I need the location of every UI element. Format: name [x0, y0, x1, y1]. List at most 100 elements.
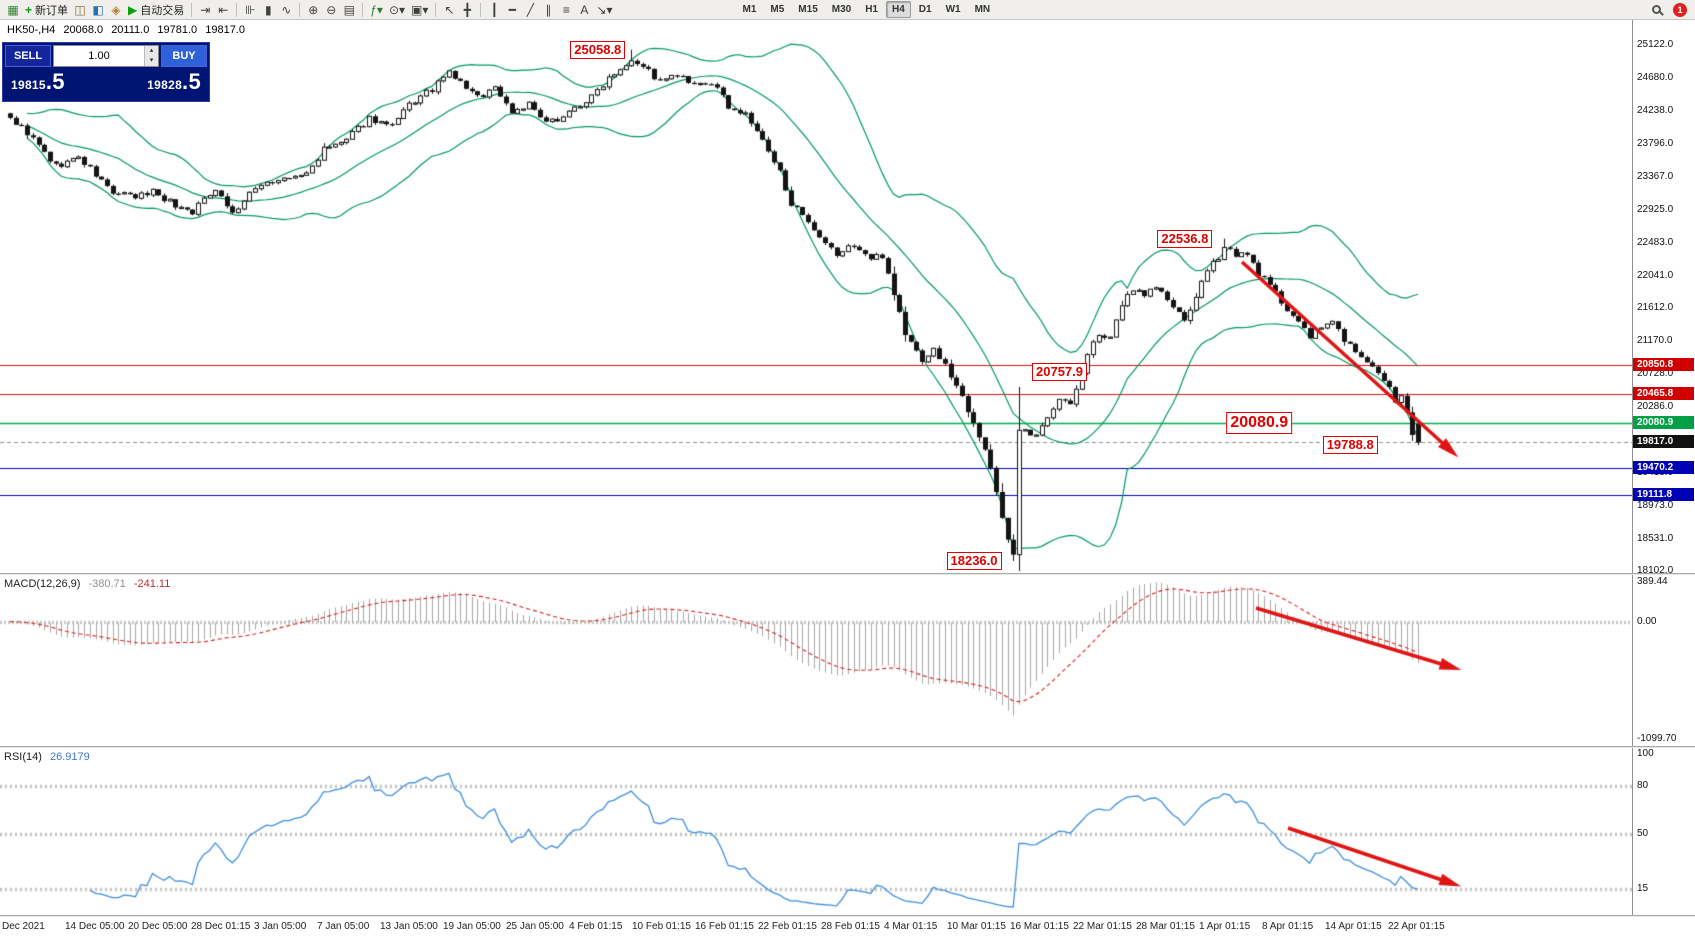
time-label: 14 Dec 05:00: [65, 921, 125, 932]
text-icon-glyph: A: [580, 2, 589, 17]
notification-badge[interactable]: 1: [1673, 2, 1687, 17]
timeframe-m30[interactable]: M30: [831, 4, 852, 15]
timeframe-mn[interactable]: MN: [974, 4, 991, 15]
magnifier-glyph: [1651, 5, 1661, 14]
price-annotation[interactable]: 18236.0: [946, 551, 1002, 570]
periods-button[interactable]: ⊙▾: [386, 1, 408, 19]
time-label: 19 Jan 05:00: [443, 921, 501, 932]
timeframe-w1[interactable]: W1: [945, 4, 961, 15]
timeframe-h1[interactable]: H1: [865, 4, 878, 15]
cursor-icon[interactable]: ↖: [440, 1, 458, 19]
axis-separator: [1632, 20, 1633, 916]
price-tick-label: 23796.0: [1637, 138, 1674, 150]
bar-chart-mode-icon[interactable]: ⊪: [241, 1, 259, 19]
buy-price-main: 19828: [147, 78, 183, 92]
toolbar-right-group: 1: [1647, 2, 1691, 18]
new-chart-icon[interactable]: ▦: [4, 1, 22, 19]
price-tick-label: 18973.0: [1637, 499, 1674, 511]
chart-shift-icon[interactable]: ⇤: [214, 1, 232, 19]
volume-increase-button[interactable]: ▴: [145, 46, 158, 56]
timeframe-m5[interactable]: M5: [770, 4, 785, 15]
sell-price[interactable]: 19815.5: [11, 69, 65, 95]
panel-separator-macd-rsi[interactable]: [0, 746, 1695, 748]
navigator-icon[interactable]: ◈: [107, 1, 125, 19]
chart-profiles-icon[interactable]: ◫: [71, 1, 89, 19]
tile-windows-icon[interactable]: ▤: [340, 1, 358, 19]
auto-scroll-icon[interactable]: ⇥: [196, 1, 214, 19]
line-chart-mode-icon[interactable]: ∿: [277, 1, 295, 19]
chart-info-line: HK50-,H4 20068.0 20111.0 19781.0 19817.0: [7, 24, 250, 36]
timeframe-h4[interactable]: H4: [886, 1, 911, 18]
time-label: 1 Apr 01:15: [1199, 921, 1251, 932]
buy-button[interactable]: BUY: [161, 45, 207, 67]
symbol-period-label: HK50-,H4: [7, 24, 56, 36]
price-annotation[interactable]: 20080.9: [1226, 411, 1293, 434]
volume-decrease-button[interactable]: ▾: [145, 56, 158, 66]
sell-price-main: 19815: [11, 78, 46, 92]
panel-separator-main-macd[interactable]: [0, 573, 1695, 575]
toolbar-separator: [480, 2, 482, 17]
market-watch-icon-glyph: ◧: [92, 2, 104, 17]
chart-profiles-icon-glyph: ◫: [74, 2, 86, 17]
time-label: 16 Feb 01:15: [695, 921, 754, 932]
volume-field: ▴ ▾: [53, 45, 159, 67]
time-axis[interactable]: [0, 916, 1695, 940]
new-order-button[interactable]: + 新订单: [22, 1, 71, 19]
indicators-button[interactable]: ƒ▾: [367, 1, 386, 19]
time-label: 3 Jan 05:00: [254, 921, 307, 932]
horizontal-line-icon-glyph: ━: [508, 2, 517, 17]
volume-input[interactable]: [54, 50, 144, 62]
sell-button[interactable]: SELL: [5, 45, 51, 67]
vertical-line-icon-glyph: ┃: [490, 2, 499, 17]
price-annotation[interactable]: 22536.8: [1157, 229, 1213, 248]
horizontal-line-icon[interactable]: ━: [503, 1, 521, 19]
zoom-out-icon[interactable]: ⊖: [322, 1, 340, 19]
price-tick-label: 21612.0: [1637, 302, 1674, 313]
price-tag: 20850.8: [1633, 358, 1694, 372]
candlestick-mode-icon[interactable]: ▮: [259, 1, 277, 19]
price-tick-label: 23367.0: [1637, 170, 1674, 182]
bar-chart-mode-icon-glyph: ⊪: [245, 2, 256, 17]
price-tick-label: 18531.0: [1637, 532, 1674, 544]
price-annotation[interactable]: 19788.8: [1322, 435, 1378, 454]
rsi-axis-label: 80: [1637, 779, 1649, 791]
zoom-in-icon-glyph: ⊕: [308, 2, 319, 17]
price-tick-label: 21170.0: [1637, 335, 1673, 347]
zoom-out-icon-glyph: ⊖: [326, 2, 337, 17]
timeframe-d1[interactable]: D1: [918, 4, 932, 15]
time-label: 8 Apr 01:15: [1262, 921, 1314, 932]
time-label: 22 Mar 01:15: [1073, 921, 1132, 932]
rsi-indicator-label: RSI(14) 26.9179: [4, 751, 90, 763]
buy-price[interactable]: 19828.5: [147, 69, 201, 95]
toolbar-separator: [362, 2, 364, 17]
price-tag: 19817.0: [1633, 435, 1694, 449]
crosshair-icon[interactable]: ╋: [458, 1, 476, 19]
timeframe-m15[interactable]: M15: [798, 4, 818, 15]
text-icon[interactable]: A: [575, 1, 593, 19]
trendline-icon[interactable]: ╱: [521, 1, 539, 19]
price-tick-label: 20286.0: [1637, 401, 1674, 413]
market-watch-icon[interactable]: ◧: [89, 1, 107, 19]
search-icon[interactable]: [1647, 2, 1665, 18]
arrows-icon[interactable]: ↘▾: [593, 1, 615, 19]
candlestick-mode-icon-glyph: ▮: [264, 2, 272, 17]
time-label: 13 Jan 05:00: [380, 921, 438, 932]
zoom-in-icon[interactable]: ⊕: [304, 1, 322, 19]
templates-button[interactable]: ▣▾: [408, 1, 431, 19]
auto-trading-button[interactable]: ▶ 自动交易: [125, 1, 187, 19]
timeframe-m1[interactable]: M1: [742, 4, 757, 15]
vertical-line-icon[interactable]: ┃: [485, 1, 503, 19]
toolbar-buttons-group: ▦ + 新订单 ◫ ◧ ◈ ▶ 自动交易 ⇥ ⇤ ⊪ ▮ ∿ ⊕ ⊖ ▤ ƒ▾ ⊙▾ ▣▾ ↖ ╋ ┃ ━ ╱ ∥ ≡ A ↘▾: [4, 1, 615, 19]
macd-main-value: -380.71: [88, 578, 126, 590]
channel-icon[interactable]: ∥: [539, 1, 557, 19]
line-chart-mode-icon-glyph: ∿: [281, 2, 292, 17]
toolbar-separator: [191, 2, 193, 17]
time-label: 10 Feb 01:15: [632, 921, 691, 932]
volume-spinner: ▴ ▾: [144, 46, 158, 66]
panel-separator-time: [0, 915, 1695, 917]
price-annotation[interactable]: 25058.8: [570, 40, 626, 59]
price-annotation[interactable]: 20757.9: [1032, 362, 1087, 381]
time-label: Dec 2021: [2, 921, 45, 932]
fibonacci-icon[interactable]: ≡: [557, 1, 575, 19]
